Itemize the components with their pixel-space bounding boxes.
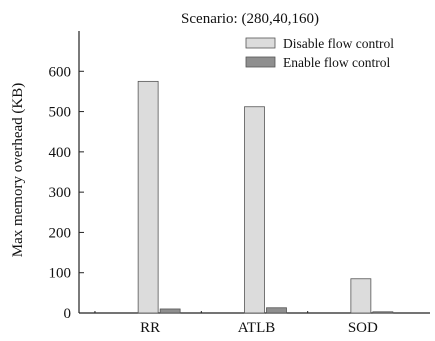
- bar-atlb-series-1: [266, 307, 287, 314]
- bar-rr-series-0: [137, 80, 159, 314]
- chart-title: Scenario: (280,40,160): [181, 11, 319, 27]
- y-tick-label: 300: [49, 185, 72, 201]
- bar-sod-series-0: [350, 278, 372, 314]
- y-tick-label: 400: [49, 145, 72, 161]
- legend-swatch-0: [245, 37, 276, 49]
- legend-label-1: Enable flow control: [283, 55, 390, 70]
- y-tick-label: 500: [49, 105, 72, 121]
- x-category-label: RR: [140, 320, 160, 336]
- y-axis-ticks: 0 100 200 300 400 500 600: [49, 64, 84, 322]
- x-category-label: SOD: [348, 320, 378, 336]
- x-category-label: ATLB: [238, 320, 276, 336]
- y-tick-label: 200: [49, 225, 72, 241]
- legend-label-0: Disable flow control: [283, 36, 394, 51]
- legend: Disable flow control Enable flow control: [245, 36, 394, 70]
- bars: [137, 80, 394, 314]
- bar-rr-series-1: [159, 308, 181, 314]
- legend-swatch-1: [245, 56, 276, 68]
- y-tick-label: 100: [49, 266, 72, 282]
- bar-sod-series-1: [372, 311, 394, 314]
- y-axis-label: Max memory overhead (KB): [10, 83, 26, 258]
- y-tick-label: 0: [64, 306, 72, 322]
- bar-atlb-series-0: [244, 106, 265, 314]
- x-axis-categories: RR ATLB SOD: [94, 311, 378, 336]
- y-tick-label: 600: [49, 64, 72, 80]
